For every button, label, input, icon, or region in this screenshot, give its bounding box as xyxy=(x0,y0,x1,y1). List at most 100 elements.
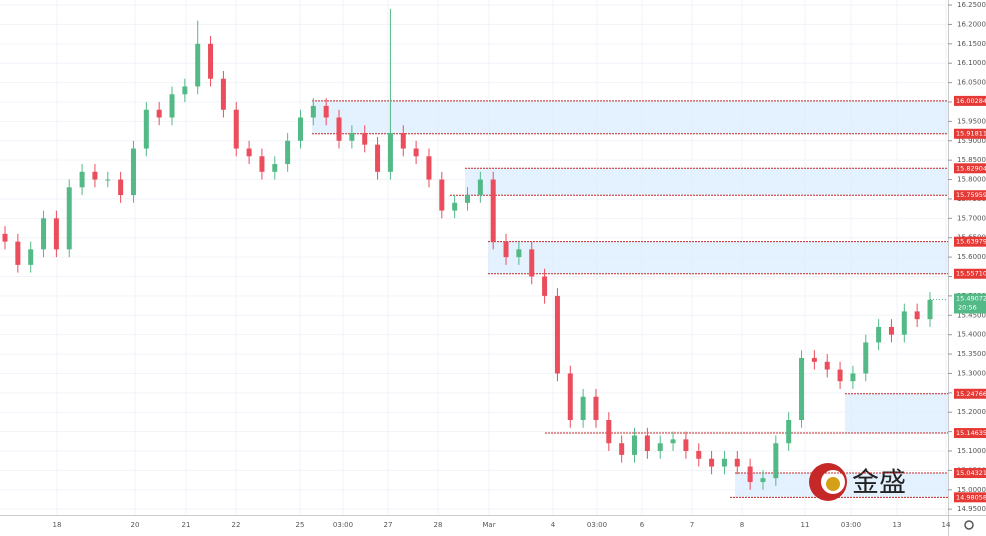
candle-body xyxy=(593,396,599,420)
candle-body xyxy=(709,458,715,467)
candle-body xyxy=(259,156,265,172)
candle-body xyxy=(169,94,175,118)
candle-body xyxy=(927,299,933,320)
candle-body xyxy=(413,148,419,157)
candle-body xyxy=(837,369,843,382)
candle-body xyxy=(824,361,830,370)
level-box xyxy=(954,388,986,399)
candle-body xyxy=(696,451,702,459)
last-price-label: 15.49072 xyxy=(956,294,986,302)
y-tick-label: 15.40000 xyxy=(957,331,986,339)
last-price-box xyxy=(954,293,986,314)
x-tick-label: 13 xyxy=(893,521,902,529)
level-label: 15.24766 xyxy=(956,390,986,398)
candle-body xyxy=(41,218,47,250)
candle-body xyxy=(285,140,291,165)
y-tick-label: 15.80000 xyxy=(957,176,986,184)
candle-body xyxy=(811,357,817,362)
level-label: 15.82904 xyxy=(956,164,986,172)
zone xyxy=(465,168,948,196)
candle-body xyxy=(529,249,535,277)
candle-body xyxy=(773,443,779,479)
level-box xyxy=(954,492,986,503)
candle-body xyxy=(901,311,907,335)
watermark: 金盛 xyxy=(852,468,906,499)
candle-body xyxy=(79,171,85,188)
candle-body xyxy=(657,443,663,452)
level-label: 16.00284 xyxy=(956,97,986,105)
candle-body xyxy=(786,419,792,444)
zone xyxy=(845,393,948,434)
candle-body xyxy=(850,373,856,382)
candle-body xyxy=(799,357,805,420)
level-box xyxy=(954,128,986,139)
level-label: 15.55710 xyxy=(956,270,986,278)
level-box xyxy=(954,428,986,439)
level-label: 15.63979 xyxy=(956,238,986,246)
level-box xyxy=(954,268,986,279)
level-label: 15.04321 xyxy=(956,469,986,477)
candle-body xyxy=(490,179,496,242)
candle-body xyxy=(760,478,766,483)
x-tick-label: 11 xyxy=(801,521,810,529)
candle-body xyxy=(452,202,458,211)
y-tick-label: 15.45000 xyxy=(957,311,986,319)
candle-body xyxy=(323,105,329,118)
level-label: 15.91811 xyxy=(956,130,986,138)
level-box xyxy=(954,163,986,174)
candle-body xyxy=(888,326,894,335)
candle-body xyxy=(644,435,650,452)
x-tick-label: 28 xyxy=(434,521,443,529)
candle-body xyxy=(426,156,432,180)
settings[interactable] xyxy=(964,520,974,530)
y-tick-label: 16.25000 xyxy=(957,1,986,9)
y-tick-label: 15.35000 xyxy=(957,350,986,358)
candle-body xyxy=(516,249,522,258)
y-tick-label: 15.30000 xyxy=(957,369,986,377)
level-label: 15.14635 xyxy=(956,429,986,437)
candle-body xyxy=(130,148,136,196)
candle-body xyxy=(118,179,124,196)
candle-body xyxy=(580,396,586,420)
y-tick-label: 15.10000 xyxy=(957,447,986,455)
x-tick-label: 22 xyxy=(232,521,241,529)
x-tick-label: 7 xyxy=(690,521,694,529)
candle-body xyxy=(182,86,188,95)
candle-body xyxy=(670,439,676,444)
candle-body xyxy=(349,133,355,141)
candle-body xyxy=(246,148,252,157)
y-tick-label: 15.60000 xyxy=(957,253,986,261)
x-tick-label: 14 xyxy=(942,521,951,529)
candle-body xyxy=(15,241,21,265)
candle-body xyxy=(632,435,638,455)
candle-body xyxy=(297,117,303,141)
x-tick-label: 4 xyxy=(551,521,556,529)
countdown: 20:56 xyxy=(958,303,977,311)
y-tick-label: 15.95000 xyxy=(957,117,986,125)
candle-body xyxy=(619,443,625,455)
x-tick-label: Mar xyxy=(482,521,495,529)
y-tick-label: 16.15000 xyxy=(957,40,986,48)
candle-body xyxy=(28,249,34,265)
candle-body xyxy=(683,439,689,452)
candle-body xyxy=(2,233,8,242)
y-tick-label: 15.90000 xyxy=(957,137,986,145)
settings-icon[interactable] xyxy=(964,520,974,530)
logo xyxy=(809,463,847,501)
y-tick-label: 15.70000 xyxy=(957,214,986,222)
candle-body xyxy=(53,218,59,250)
zone xyxy=(488,241,948,274)
y-tick-label: 15.00000 xyxy=(957,486,986,494)
candle-body xyxy=(105,179,111,181)
level-label: 15.75959 xyxy=(956,191,986,199)
candle-body xyxy=(606,419,612,444)
candle-body xyxy=(567,373,573,420)
candle-body xyxy=(156,109,162,118)
candle-body xyxy=(233,109,239,149)
y-tick-label: 16.20000 xyxy=(957,20,986,28)
candle-body xyxy=(721,458,727,467)
candle-body xyxy=(387,133,393,172)
x-tick-label: 20 xyxy=(131,521,140,529)
candle-body xyxy=(336,117,342,141)
